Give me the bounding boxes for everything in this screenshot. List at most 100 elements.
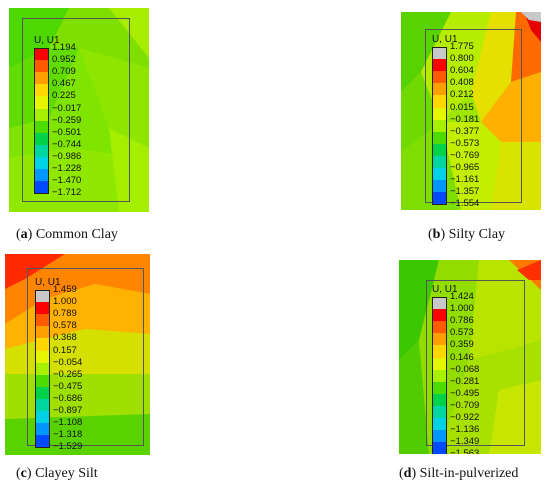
legend-value: −0.769 bbox=[450, 149, 480, 161]
legend-value: −0.054 bbox=[53, 356, 83, 368]
legend-swatch bbox=[35, 350, 50, 364]
legend-value: −0.068 bbox=[450, 363, 480, 375]
legend-b: U, U1 1.775 0.800 0.604 0.408 0.212 0.015 −0.1… bbox=[432, 34, 492, 210]
legend-value: 0.225 bbox=[52, 90, 76, 102]
legend-value: −0.475 bbox=[53, 380, 83, 392]
legend-swatch bbox=[432, 357, 447, 371]
legend-swatch bbox=[432, 321, 447, 334]
legend-value: −0.495 bbox=[450, 387, 480, 399]
legend-swatch bbox=[35, 435, 50, 448]
legend-value: −1.161 bbox=[450, 174, 480, 186]
legend-swatch bbox=[432, 381, 447, 395]
caption-letter-b: b bbox=[432, 227, 441, 242]
model-outline-c bbox=[27, 268, 144, 446]
legend-swatch bbox=[432, 369, 447, 383]
caption-text-a: Common Clay bbox=[35, 227, 118, 242]
legend-swatch bbox=[34, 108, 49, 122]
legend-swatch bbox=[432, 168, 447, 181]
caption-d: (d) Silt-in-pulverized bbox=[399, 466, 519, 481]
legend-value: −1.470 bbox=[52, 175, 82, 187]
caption-c: (c) Clayey Silt bbox=[16, 466, 98, 481]
legend-c: U, U1 1.459 1.000 0.789 0.578 0.368 0.157 −0.0… bbox=[35, 277, 95, 452]
caption-b: (b) Silty Clay bbox=[428, 227, 506, 242]
legend-value: −1.563 bbox=[450, 448, 480, 454]
legend-value: −1.554 bbox=[450, 198, 480, 210]
legend-value: −0.709 bbox=[450, 399, 480, 411]
legend-value: 0.573 bbox=[450, 327, 474, 339]
legend-swatch bbox=[432, 442, 447, 454]
legend-swatch bbox=[432, 309, 447, 322]
legend-swatch bbox=[432, 333, 447, 346]
legend-value: −0.181 bbox=[450, 113, 480, 125]
legend-value: −1.712 bbox=[52, 187, 82, 199]
legend-value: −0.281 bbox=[450, 375, 480, 387]
contour-plot-silt-in-pulverized: U, U1 1.424 1.000 0.786 0.573 0.359 0.146 −0.0… bbox=[399, 260, 541, 454]
legend-value: 0.709 bbox=[52, 66, 76, 78]
legend-swatch bbox=[35, 423, 50, 436]
legend-swatch bbox=[432, 345, 447, 358]
legend-value: −0.265 bbox=[53, 368, 83, 380]
legend-value: 1.459 bbox=[53, 284, 77, 295]
caption-letter-a: a bbox=[20, 227, 28, 242]
legend-value: −1.108 bbox=[53, 417, 83, 429]
legend-value: −0.965 bbox=[450, 162, 480, 173]
legend-swatch bbox=[35, 302, 50, 315]
legend-swatch bbox=[432, 180, 447, 193]
legend-value: −0.686 bbox=[53, 392, 83, 404]
legend-body-c: 1.459 1.000 0.789 0.578 0.368 0.157 −0.054 −0.2… bbox=[35, 285, 95, 452]
legend-title-b: U, U1 bbox=[432, 34, 458, 45]
legend-swatch bbox=[34, 96, 49, 109]
legend-swatch bbox=[34, 156, 49, 170]
legend-value: 1.424 bbox=[450, 291, 474, 302]
legend-value: −0.573 bbox=[450, 137, 480, 149]
legend-swatch bbox=[35, 386, 50, 400]
legend-swatch bbox=[35, 326, 50, 339]
legend-swatch bbox=[35, 314, 50, 327]
legend-swatch bbox=[432, 83, 447, 96]
legend-a: U, U1 1.194 0.952 0.709 0.467 0.225 −0.017 −0.… bbox=[34, 35, 94, 199]
legend-swatch bbox=[432, 47, 447, 60]
legend-value: −1.349 bbox=[450, 436, 480, 448]
legend-value: −1.357 bbox=[450, 186, 480, 198]
legend-swatch bbox=[34, 72, 49, 85]
legend-value: 0.800 bbox=[450, 53, 474, 65]
legend-swatch bbox=[35, 338, 50, 351]
legend-swatch bbox=[432, 143, 447, 157]
legend-title-a: U, U1 bbox=[34, 35, 60, 46]
legend-value: 0.604 bbox=[450, 65, 474, 77]
legend-value: 1.000 bbox=[450, 303, 474, 315]
legend-swatch bbox=[34, 132, 49, 146]
legend-swatch bbox=[432, 393, 447, 407]
legend-swatch bbox=[35, 290, 50, 303]
legend-swatch bbox=[432, 418, 447, 431]
legend-swatch bbox=[432, 71, 447, 84]
contour-plot-clayey-silt: U, U1 1.459 1.000 0.789 0.578 0.368 0.157 −0.0… bbox=[5, 254, 150, 455]
legend-value: 0.368 bbox=[53, 332, 77, 344]
legend-value: 0.157 bbox=[53, 344, 77, 356]
legend-value: 1.000 bbox=[53, 296, 77, 308]
legend-title-c: U, U1 bbox=[35, 277, 61, 288]
legend-value: 0.786 bbox=[450, 315, 474, 327]
legend-value: 0.952 bbox=[52, 54, 76, 66]
model-outline-a bbox=[22, 18, 130, 202]
legend-swatch bbox=[35, 411, 50, 424]
legend-swatch bbox=[432, 405, 447, 419]
legend-value: −0.897 bbox=[53, 405, 83, 416]
legend-value: 0.359 bbox=[450, 339, 474, 351]
caption-letter-d: d bbox=[403, 466, 412, 481]
legend-value: 0.212 bbox=[450, 89, 474, 101]
legend-swatch bbox=[432, 59, 447, 72]
legend-swatch bbox=[34, 60, 49, 73]
legend-title-d: U, U1 bbox=[432, 284, 458, 295]
contour-plot-common-clay: U, U1 1.194 0.952 0.709 0.467 0.225 −0.017 −0.… bbox=[9, 8, 149, 212]
legend-swatch bbox=[34, 169, 49, 182]
legend-value: −1.318 bbox=[53, 429, 83, 441]
legend-value: −0.922 bbox=[450, 412, 480, 423]
legend-value: 0.578 bbox=[53, 320, 77, 332]
legend-value: −0.017 bbox=[52, 102, 82, 114]
legend-swatch bbox=[35, 398, 50, 412]
legend-swatch bbox=[432, 192, 447, 205]
caption-text-c: Clayey Silt bbox=[35, 466, 98, 481]
legend-value: −0.501 bbox=[52, 126, 82, 138]
legend-value: −0.259 bbox=[52, 114, 82, 126]
